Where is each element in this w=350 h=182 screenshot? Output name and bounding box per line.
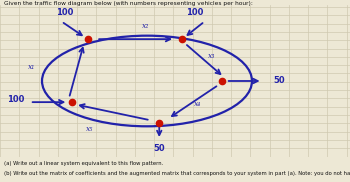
Text: x₃: x₃	[208, 52, 215, 60]
Text: 50: 50	[153, 144, 165, 153]
Text: (a) Write out a linear system equivalent to this flow pattern.: (a) Write out a linear system equivalent…	[4, 161, 163, 166]
Text: (b) Write out the matrix of coefficients and the augmented matrix that correspon: (b) Write out the matrix of coefficients…	[4, 171, 350, 176]
Text: x₄: x₄	[194, 100, 201, 108]
Text: x₅: x₅	[86, 125, 93, 133]
Text: Given the traffic flow diagram below (with numbers representing vehicles per hou: Given the traffic flow diagram below (wi…	[4, 1, 252, 6]
Text: 50: 50	[273, 76, 285, 86]
Text: 100: 100	[56, 8, 74, 17]
Text: x₂: x₂	[142, 22, 149, 30]
Text: 100: 100	[186, 8, 203, 17]
Text: x₁: x₁	[28, 63, 35, 71]
Text: 100: 100	[7, 95, 24, 104]
